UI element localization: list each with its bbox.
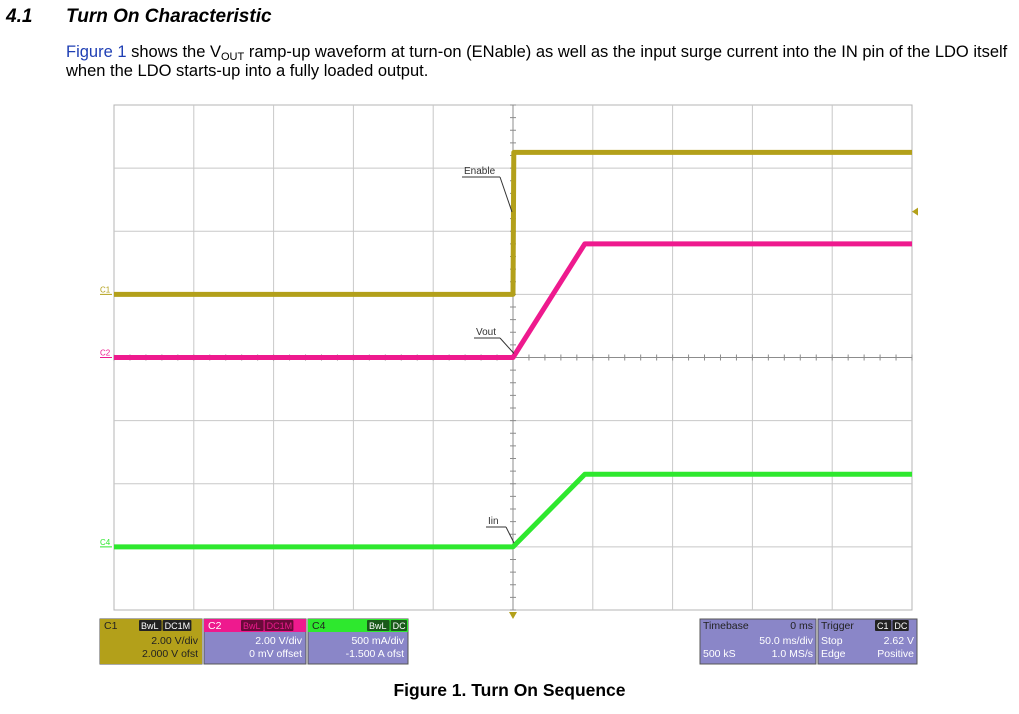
trace-c1 <box>114 149 912 297</box>
channel-marker-c1: C1 <box>100 285 111 294</box>
channel-marker-c2: C2 <box>100 349 111 358</box>
trigger-time-marker <box>509 612 517 619</box>
panel-c1-bw: BwL <box>141 621 159 631</box>
paragraph-text-a: shows the V <box>126 43 221 61</box>
panel-c4-cpl-bg <box>390 620 407 631</box>
panel-trigger-src: C1 <box>877 621 889 631</box>
panel-timebase <box>699 618 817 665</box>
annotation-vout-leader <box>499 337 515 354</box>
annotation-iin: Iin <box>488 516 499 527</box>
channel-marker-c4: C4 <box>100 538 111 547</box>
panel-c1-bw-bg <box>139 620 162 631</box>
panel-c4-cpl: DC <box>393 621 406 631</box>
annotation-enable: Enable <box>464 166 496 177</box>
panel-c1-cpl: DC1M <box>165 621 191 631</box>
panel-trigger-mode: Stop <box>821 635 843 647</box>
section-number: 4.1 <box>6 6 33 27</box>
panel-c1-body <box>100 632 202 664</box>
trace-c4 <box>114 471 912 550</box>
panel-trigger-slope: Positive <box>877 648 914 660</box>
trigger-level-marker <box>912 207 918 216</box>
panel-c4-name: C4 <box>312 620 326 632</box>
panel-c4-ofst: -1.500 A ofst <box>346 648 404 660</box>
figure-caption: Figure 1. Turn On Sequence <box>393 680 626 700</box>
panel-trigger-type: Edge <box>821 648 846 660</box>
panel-trigger-cpl: DC <box>894 621 907 631</box>
oscilloscope-figure: C1 C2 C4 Enable Vout Iin C1 BwL DC1M 2.00 V/div… <box>99 104 918 665</box>
trace-c2 <box>114 241 912 360</box>
annotation-iin-leader <box>505 526 515 544</box>
annotation-enable-leader <box>499 176 513 213</box>
panel-c2-bw-bg <box>241 620 264 631</box>
scope-labels: Enable Vout Iin <box>462 166 515 544</box>
panel-trigger-src-bg <box>875 620 892 631</box>
panel-c2-cpl-bg <box>264 620 294 631</box>
panel-c1-cpl-bg <box>162 620 192 631</box>
panel-c1-name: C1 <box>104 620 118 632</box>
section-title: Turn On Characteristic <box>66 6 272 27</box>
panel-timebase-tdiv: 50.0 ms/div <box>759 635 813 647</box>
panel-trigger-level: 2.62 V <box>884 635 914 647</box>
panel-c2-vdiv: 2.00 V/div <box>255 635 302 647</box>
annotation-vout: Vout <box>476 327 496 338</box>
panel-timebase-label: Timebase <box>703 620 749 632</box>
panel-c4-bw-bg <box>367 620 390 631</box>
panel-c2-name: C2 <box>208 620 222 632</box>
paragraph-subscript: OUT <box>221 51 245 63</box>
panel-timebase-samples: 500 kS <box>703 648 736 660</box>
scope-traces: C1 C2 C4 <box>100 149 918 550</box>
panel-c4-vdiv: 500 mA/div <box>351 635 404 647</box>
panel-c2-bw: BwL <box>243 621 261 631</box>
panel-c1-vdiv: 2.00 V/div <box>151 635 198 647</box>
panel-c2-ofst: 0 mV offset <box>249 648 302 660</box>
figure-link[interactable]: Figure 1 <box>66 43 127 61</box>
panel-c4-bw: BwL <box>369 621 387 631</box>
panel-timebase-delay: 0 ms <box>790 620 813 632</box>
panel-c1-ofst: 2.000 V ofst <box>142 648 198 660</box>
panel-timebase-rate: 1.0 MS/s <box>772 648 813 660</box>
panel-c2-cpl: DC1M <box>267 621 293 631</box>
panel-trigger-label: Trigger <box>821 620 854 632</box>
paragraph-text-b: ramp-up waveform at turn-on (ENable) as … <box>66 43 1008 80</box>
section-paragraph: Figure 1 shows the VOUT ramp-up waveform… <box>66 43 1016 81</box>
panel-trigger-cpl-bg <box>892 620 909 631</box>
